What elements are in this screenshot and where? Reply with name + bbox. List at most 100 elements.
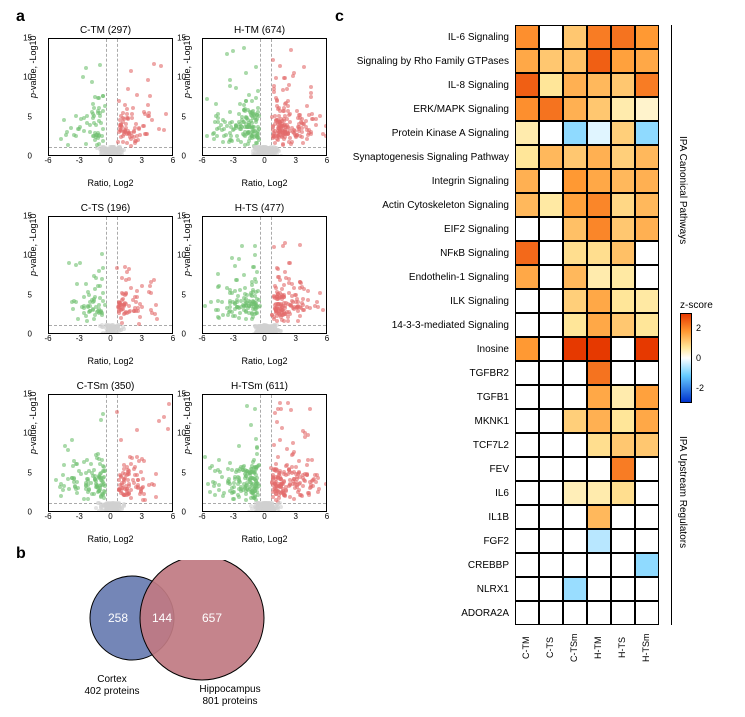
- heatmap-cell: [515, 25, 539, 49]
- panel-a-label: a: [16, 8, 25, 26]
- heatmap-cell: [587, 433, 611, 457]
- heatmap-cell: [563, 169, 587, 193]
- heatmap-row-label: ERK/MAPK Signaling: [345, 104, 515, 115]
- heatmap-cell: [587, 97, 611, 121]
- volcano-ylabel: p-value, -Log10: [28, 35, 38, 98]
- heatmap-cell: [611, 25, 635, 49]
- heatmap-cell: [587, 25, 611, 49]
- heatmap-cell: [539, 553, 563, 577]
- volcano-plot-area: [202, 38, 327, 156]
- heatmap-cell: [635, 145, 659, 169]
- heatmap-cell: [539, 217, 563, 241]
- heatmap-cell: [515, 169, 539, 193]
- heatmap-cell: [563, 385, 587, 409]
- heatmap-cell: [539, 577, 563, 601]
- heatmap-row: TGFB1: [345, 385, 725, 409]
- heatmap-cell: [587, 289, 611, 313]
- heatmap-cell: [563, 577, 587, 601]
- volcano-title: C-TSm (350): [38, 381, 173, 392]
- heatmap-cell: [635, 481, 659, 505]
- heatmap-cell: [611, 385, 635, 409]
- heatmap-row-label: Actin Cytoskeleton Signaling: [345, 200, 515, 211]
- heatmap-cell: [611, 601, 635, 625]
- heatmap-cell: [611, 433, 635, 457]
- heatmap-col-label: H-TM: [593, 629, 617, 667]
- heatmap-row-label: MKNK1: [345, 416, 515, 427]
- heatmap-cell: [515, 457, 539, 481]
- heatmap-row-label: FEV: [345, 464, 515, 475]
- panel-a-volcano-grid: C-TM (297)p-value, -Log10051015-6-3036Ra…: [38, 25, 328, 551]
- heatmap-row: NFκB Signaling: [345, 241, 725, 265]
- heatmap-cell: [587, 313, 611, 337]
- heatmap-cell: [611, 361, 635, 385]
- heatmap-cell: [611, 169, 635, 193]
- panel-c-label: c: [335, 8, 344, 26]
- heatmap-cell: [515, 241, 539, 265]
- heatmap-cell: [539, 457, 563, 481]
- heatmap-cell: [635, 73, 659, 97]
- heatmap-cell: [539, 337, 563, 361]
- heatmap-cell: [611, 265, 635, 289]
- heatmap-cell: [539, 409, 563, 433]
- heatmap-col-label: C-TSm: [569, 629, 593, 667]
- volcano-ylabel: p-value, -Log10: [28, 391, 38, 454]
- heatmap-row-label: Signaling by Rho Family GTPases: [345, 56, 515, 67]
- heatmap-cell: [515, 361, 539, 385]
- heatmap-row-label: Endothelin-1 Signaling: [345, 272, 515, 283]
- heatmap-row: TCF7L2: [345, 433, 725, 457]
- heatmap-cell: [539, 361, 563, 385]
- volcano-plot-area: [48, 394, 173, 512]
- heatmap-cell: [587, 577, 611, 601]
- venn-left-unique: 258: [108, 611, 128, 625]
- heatmap-row-label: Protein Kinase A Signaling: [345, 128, 515, 139]
- heatmap-row-label: ADORA2A: [345, 608, 515, 619]
- heatmap-cell: [635, 385, 659, 409]
- heatmap-cell: [563, 433, 587, 457]
- panel-b-venn: 258 144 657 Cortex 402 proteins Hippocam…: [40, 560, 330, 710]
- heatmap-row: Protein Kinase A Signaling: [345, 121, 725, 145]
- venn-left-label: Cortex: [97, 674, 126, 685]
- volcano-ylabel: p-value, -Log10: [182, 391, 192, 454]
- volcano-ylabel: p-value, -Log10: [182, 35, 192, 98]
- volcano-C-TM: C-TM (297)p-value, -Log10051015-6-3036Ra…: [38, 25, 173, 195]
- heatmap-cell: [587, 193, 611, 217]
- heatmap-cell: [611, 97, 635, 121]
- heatmap-cell: [563, 193, 587, 217]
- heatmap-row-label: Synaptogenesis Signaling Pathway: [345, 152, 515, 163]
- heatmap-cell: [635, 409, 659, 433]
- heatmap-cell: [539, 385, 563, 409]
- heatmap-cell: [611, 529, 635, 553]
- heatmap-cell: [515, 145, 539, 169]
- heatmap-row-label: IL1B: [345, 512, 515, 523]
- heatmap-cell: [635, 25, 659, 49]
- heatmap-row: IL6: [345, 481, 725, 505]
- heatmap-row: Inosine: [345, 337, 725, 361]
- heatmap-cell: [587, 361, 611, 385]
- heatmap-cell: [563, 97, 587, 121]
- heatmap-cell: [539, 265, 563, 289]
- heatmap-cell: [539, 73, 563, 97]
- heatmap-cell: [539, 169, 563, 193]
- heatmap-cell: [587, 241, 611, 265]
- heatmap-cell: [563, 265, 587, 289]
- heatmap-cell: [563, 25, 587, 49]
- heatmap-cell: [635, 601, 659, 625]
- heatmap-cell: [611, 145, 635, 169]
- panel-c-heatmap: IL-6 SignalingSignaling by Rho Family GT…: [345, 25, 725, 667]
- venn-right-label: Hippocampus: [199, 684, 260, 695]
- heatmap-cell: [587, 505, 611, 529]
- heatmap-row-label: ILK Signaling: [345, 296, 515, 307]
- heatmap-col-label: H-TS: [617, 629, 641, 667]
- heatmap-row-label: TGFBR2: [345, 368, 515, 379]
- heatmap-cell: [539, 49, 563, 73]
- heatmap-cell: [563, 73, 587, 97]
- heatmap-cell: [563, 289, 587, 313]
- heatmap-cell: [515, 289, 539, 313]
- heatmap-cell: [611, 49, 635, 73]
- heatmap-cell: [563, 409, 587, 433]
- heatmap-cell: [635, 241, 659, 265]
- heatmap-cell: [635, 433, 659, 457]
- heatmap-cell: [563, 553, 587, 577]
- heatmap-group-label: IPA Upstream Regulators: [677, 436, 688, 548]
- volcano-xlabel: Ratio, Log2: [48, 356, 173, 366]
